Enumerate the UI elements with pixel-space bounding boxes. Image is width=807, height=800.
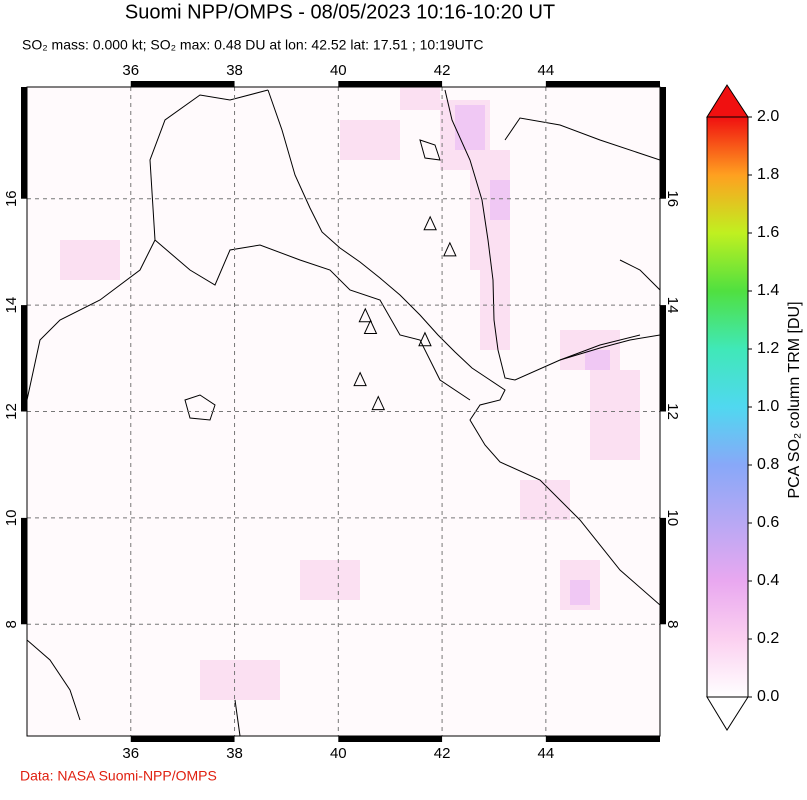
frame-band [660, 87, 666, 199]
frame-band [21, 87, 27, 199]
colorbar-max-arrow [706, 84, 749, 118]
lon-tick-label: 38 [226, 62, 243, 79]
credit: Data: NASA Suomi-NPP/OMPS [20, 768, 217, 784]
frame-band [21, 517, 27, 625]
map [27, 87, 660, 736]
subtitle: SO₂ mass: 0.000 kt; SO₂ max: 0.48 DU at … [22, 37, 483, 53]
lon-tick-label: 42 [434, 745, 451, 762]
colorbar-tick-label: 1.8 [757, 166, 779, 183]
lat-tick-label: 14 [3, 297, 20, 314]
lon-tick-label: 36 [122, 62, 139, 79]
frame-band [21, 305, 27, 412]
colorbar-min-arrow [706, 696, 749, 731]
lat-tick-label: 16 [3, 190, 20, 207]
colorbar-tick-label: 0.6 [757, 514, 779, 531]
lat-tick-label: 10 [3, 510, 20, 527]
colorbar-tick-label: 0.8 [757, 456, 779, 473]
colorbar-tick-label: 1.4 [757, 282, 779, 299]
lat-tick-label: 12 [3, 403, 20, 420]
frame-band [545, 81, 660, 87]
colorbar-tick-label: 1.2 [757, 340, 779, 357]
lat-tick-label: 10 [664, 510, 681, 527]
frame-band [545, 736, 660, 742]
frame-band [338, 81, 443, 87]
lon-tick-label: 40 [330, 62, 347, 79]
lat-tick-label: 12 [664, 403, 681, 420]
frame-band [660, 517, 666, 625]
volcano-marker [371, 395, 386, 411]
frame-band [130, 81, 235, 87]
lat-tick-label: 8 [664, 620, 681, 628]
colorbar-tick-label: 0.0 [757, 688, 779, 705]
volcano-marker [423, 215, 437, 231]
volcano-marker [363, 319, 378, 335]
colorbar: PCA SO₂ column TRM [DU] 0.0 0.2 0.4 0.6 0.8 1… [706, 84, 803, 731]
colorbar-tick-label: 1.0 [757, 398, 779, 415]
frame-band [338, 736, 443, 742]
lat-tick-label: 8 [3, 620, 20, 628]
lon-tick-label: 38 [226, 745, 243, 762]
volcanoes [353, 215, 457, 411]
coastlines [27, 89, 660, 736]
colorbar-label: PCA SO₂ column TRM [DU] [786, 301, 803, 498]
colorbar-tick-label: 0.2 [757, 630, 779, 647]
volcano-marker [358, 307, 373, 323]
lon-tick-label: 42 [434, 62, 451, 79]
graticule [27, 87, 660, 736]
title: Suomi NPP/OMPS - 08/05/2023 10:16-10:20 … [125, 1, 555, 23]
volcano-marker [353, 371, 367, 387]
lon-tick-label: 36 [122, 745, 139, 762]
colorbar-scale [706, 116, 749, 698]
colorbar-tick-label: 0.4 [757, 572, 779, 589]
frame-band [130, 736, 235, 742]
frame-band [660, 305, 666, 412]
lat-tick-label: 16 [664, 190, 681, 207]
lon-tick-label: 44 [538, 62, 555, 79]
lat-tick-label: 14 [664, 297, 681, 314]
colorbar-tick-label: 1.6 [757, 224, 779, 241]
map-frame: 36 36 38 38 40 40 42 42 44 44 8 8 10 10 12 12 14 14 16 16 [3, 62, 681, 762]
colorbar-tick-label: 2.0 [757, 108, 779, 125]
lon-tick-label: 44 [538, 745, 555, 762]
volcano-marker [443, 241, 457, 257]
volcano-marker [418, 331, 432, 347]
lon-tick-label: 40 [330, 745, 347, 762]
so2-pixels-strong [455, 105, 610, 605]
